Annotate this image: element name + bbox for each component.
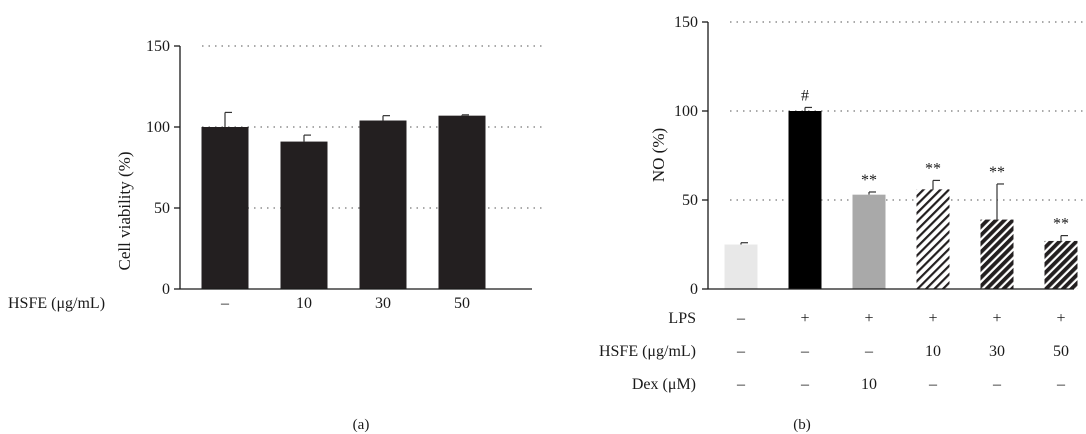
panel-b-y-tick-label: 50 [682,192,698,209]
panel-b-condition-value: – [1056,376,1066,393]
panel-a-hsfe-row-label: HSFE (μg/mL) [8,295,105,312]
panel-b-bar [724,244,758,289]
panel-b-condition-value: – [736,310,746,327]
panel-b-condition-row-label: HSFE (μg/mL) [599,343,696,360]
panel-b-y-tick-label: 0 [690,281,698,298]
panel-a-y-tick-label: 50 [154,200,170,217]
panel-b-y-tick-label: 100 [674,103,698,120]
panel-a-y-tick-label: 150 [146,38,170,55]
panel-b-condition-value: 10 [861,376,877,393]
panel-a-hsfe-row-label-text: HSFE (μg/mL) [8,295,105,312]
panel-b-condition-value: 10 [925,343,941,360]
panel-a-bar [280,141,328,289]
panel-b-significance-label: ** [1053,216,1069,233]
panel-b-significance-label: ** [989,164,1005,181]
panel-b-condition-value: + [928,310,937,327]
panel-a-label: (a) [353,417,370,433]
panel-a-y-tick-label: 0 [162,281,170,298]
panel-b-condition-value: – [800,343,810,360]
panel-b-bar [916,189,950,289]
panel-b-significance-label: ** [925,160,941,177]
panel-a-x-tick-label: 50 [454,295,470,312]
panel-a: Cell viability (%) HSFE (μg/mL) (a) 0 50 1… [8,38,542,433]
panel-a-bar [359,120,407,290]
panel-a-x-tick-label: – [220,295,230,312]
panel-b-condition-value: 50 [1053,343,1069,360]
panel-b-bar [852,194,886,289]
panel-b-condition-value: – [992,376,1002,393]
panel-b-condition-value: – [928,376,938,393]
panel-b-y-axis-label: NO (%) [649,128,668,182]
panel-b-label: (b) [793,417,811,433]
panel-a-x-tick-label: 30 [375,295,391,312]
panel-a-y-axis-label: Cell viability (%) [115,152,134,271]
panel-b-condition-value: + [800,310,809,327]
panel-b-condition-value: 30 [989,343,1005,360]
panel-b-significance-label: ** [861,172,877,189]
panel-b-bar [1044,240,1078,289]
panel-b-condition-value: – [800,376,810,393]
panel-b-y-tick-label: 150 [674,14,698,31]
panel-b-condition-value: + [864,310,873,327]
panel-b-bar [980,219,1014,289]
panel-b-significance-label: # [801,87,809,104]
panel-b-bar [788,111,822,289]
panel-b-condition-row-label: Dex (μM) [632,376,696,393]
panel-b-condition-value: – [736,343,746,360]
panel-a-y-tick-label: 100 [146,119,170,136]
panel-b-condition-value: – [864,343,874,360]
panel-b-condition-value: – [736,376,746,393]
panel-b-condition-value: + [992,310,1001,327]
panel-a-bar [201,127,249,289]
panel-b-condition-row-label: LPS [668,310,696,327]
panel-a-x-tick-label: 10 [296,295,312,312]
panel-b: NO (%) (b) 0 50 100 150 # ** ** ** ** LPS – + + + + + HS… [599,14,1084,433]
panel-a-bar [438,115,486,289]
panel-b-condition-value: + [1056,310,1065,327]
